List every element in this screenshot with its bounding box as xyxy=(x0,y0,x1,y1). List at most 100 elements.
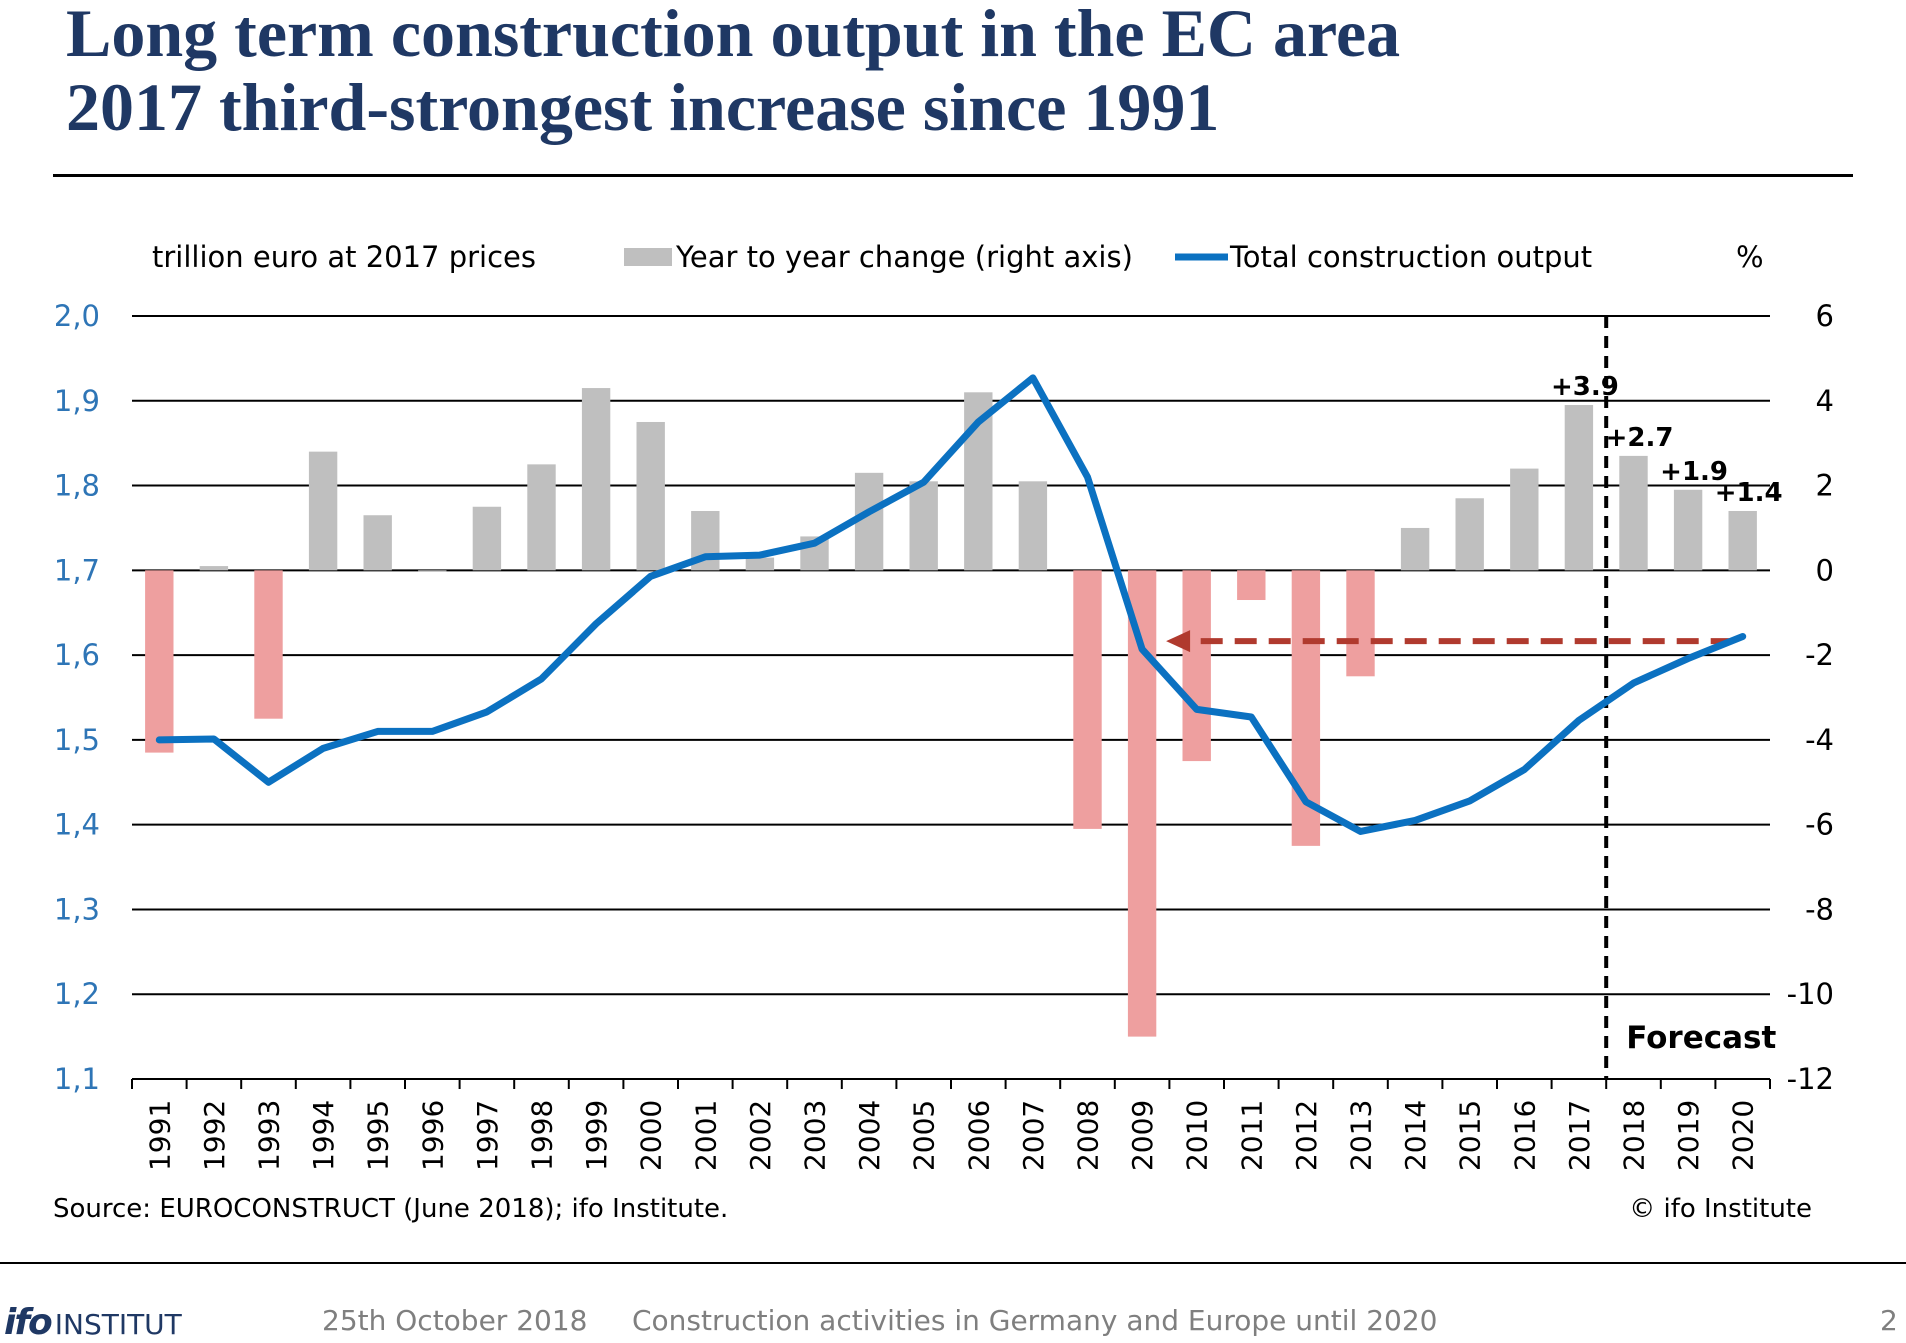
recovery-arrow-head xyxy=(1166,630,1191,653)
right-axis-tick-label: 2 xyxy=(1816,469,1834,503)
bar-2013 xyxy=(1346,570,1375,677)
x-tick-label-1999: 1999 xyxy=(580,1100,613,1171)
footer-topic: Construction activities in Germany and E… xyxy=(632,1304,1438,1337)
bar-1997 xyxy=(472,506,502,571)
left-axis-tick-label: 2,0 xyxy=(54,299,100,333)
left-axis-tick-label: 1,3 xyxy=(54,892,100,926)
x-tick-label-2010: 2010 xyxy=(1181,1100,1214,1171)
x-tick-label-2000: 2000 xyxy=(635,1100,668,1171)
footer-date: 25th October 2018 xyxy=(322,1304,588,1337)
left-axis-tick-label: 1,8 xyxy=(54,469,100,503)
x-tick-label-1992: 1992 xyxy=(198,1100,231,1171)
x-tick-label-2016: 2016 xyxy=(1508,1100,1541,1171)
bar-2002 xyxy=(745,557,775,571)
bar-2020 xyxy=(1728,510,1757,571)
x-tick-label-1998: 1998 xyxy=(526,1100,559,1171)
x-tick-label-2007: 2007 xyxy=(1017,1100,1050,1171)
bar-2015 xyxy=(1455,498,1484,571)
x-tick-label-1997: 1997 xyxy=(471,1100,504,1171)
x-tick-label-2012: 2012 xyxy=(1290,1100,1323,1171)
bar-1992 xyxy=(199,566,229,571)
right-axis-tick-label: 4 xyxy=(1816,384,1834,418)
x-tick-label-2002: 2002 xyxy=(744,1100,777,1171)
left-axis-tick-label: 1,4 xyxy=(54,808,100,842)
bar-2011 xyxy=(1237,570,1266,601)
bar-value-label-2019: +1.9 xyxy=(1660,457,1728,487)
x-tick-label-2005: 2005 xyxy=(908,1100,941,1171)
bar-1991 xyxy=(145,570,174,753)
bar-1998 xyxy=(527,464,556,571)
logo-ifo-text: ifo xyxy=(4,1302,53,1343)
bar-value-label-2020: +1.4 xyxy=(1715,478,1783,508)
bar-1993 xyxy=(254,570,283,719)
forecast-label: Forecast xyxy=(1626,1020,1776,1056)
left-axis-tick-label: 1,2 xyxy=(54,977,100,1011)
bar-value-label-2017: +3.9 xyxy=(1551,372,1619,402)
bar-2007 xyxy=(1018,481,1048,571)
bar-1996 xyxy=(418,570,447,572)
bar-2016 xyxy=(1510,468,1539,571)
axes: 1,1 1,2 1,3 1,4 1,5 1,6 1,7 1,8 1,9 2,0 -12 -10 -8 -6… xyxy=(54,299,1834,1171)
left-axis-tick-label: 1,6 xyxy=(54,638,100,672)
bar-2018 xyxy=(1619,455,1648,571)
x-tick-label-1995: 1995 xyxy=(362,1100,395,1171)
x-tick-label-2004: 2004 xyxy=(853,1100,886,1171)
x-tick-label-2008: 2008 xyxy=(1072,1100,1105,1171)
construction-output-chart: 1,1 1,2 1,3 1,4 1,5 1,6 1,7 1,8 1,9 2,0 -12 -10 -8 -6… xyxy=(53,240,1834,1224)
left-axis-tick-label: 1,9 xyxy=(54,384,100,418)
right-axis-tick-label: -12 xyxy=(1787,1062,1834,1096)
x-tick-label-2009: 2009 xyxy=(1126,1100,1159,1171)
right-axis-tick-label: -10 xyxy=(1787,977,1834,1011)
x-tick-label-1991: 1991 xyxy=(143,1100,176,1171)
bar-value-label-2018: +2.7 xyxy=(1606,423,1674,453)
bar-2019 xyxy=(1673,489,1703,571)
right-axis-tick-label: -8 xyxy=(1805,892,1834,926)
x-tick-label-1993: 1993 xyxy=(253,1100,286,1171)
bar-2005 xyxy=(909,481,938,571)
bar-2008 xyxy=(1073,570,1102,829)
left-axis-tick-label: 1,7 xyxy=(54,553,100,587)
gridlines xyxy=(132,315,1770,996)
legend-bar-swatch xyxy=(624,248,672,266)
left-axis-tick-label: 1,1 xyxy=(54,1062,100,1096)
x-tick-label-1994: 1994 xyxy=(307,1100,340,1171)
x-tick-label-2017: 2017 xyxy=(1563,1100,1596,1171)
x-tick-label-2020: 2020 xyxy=(1727,1100,1760,1171)
x-tick-label-2015: 2015 xyxy=(1454,1100,1487,1171)
source-note: Source: EUROCONSTRUCT (June 2018); ifo I… xyxy=(53,1194,728,1224)
total-output-line xyxy=(155,374,1747,835)
legend-bar-label: Year to year change (right axis) xyxy=(675,240,1133,274)
left-axis-unit: trillion euro at 2017 prices xyxy=(152,240,536,274)
right-axis-tick-label: -2 xyxy=(1805,638,1834,672)
bar-2004 xyxy=(854,472,884,571)
bar-1995 xyxy=(363,515,392,571)
bar-2017 xyxy=(1564,405,1594,571)
bar-2000 xyxy=(636,421,665,571)
right-axis-unit: % xyxy=(1736,240,1764,274)
logo-institut-text: INSTITUT xyxy=(54,1308,182,1341)
right-axis-tick-label: -6 xyxy=(1805,808,1834,842)
x-tick-label-2003: 2003 xyxy=(799,1100,832,1171)
bar-2014 xyxy=(1400,527,1430,571)
title-divider xyxy=(53,174,1853,177)
bar-series xyxy=(145,388,1757,1037)
x-tick-label-1996: 1996 xyxy=(416,1100,449,1171)
x-tick-label-2011: 2011 xyxy=(1235,1100,1268,1171)
right-axis-tick-label: 0 xyxy=(1816,553,1834,587)
copyright-note: © ifo Institute xyxy=(1629,1194,1812,1224)
ifo-logo: ifo INSTITUT xyxy=(4,1302,182,1343)
left-axis-tick-label: 1,5 xyxy=(54,723,100,757)
right-axis-tick-label: -4 xyxy=(1805,723,1834,757)
labels: trillion euro at 2017 prices Year to yea… xyxy=(53,240,1812,1224)
line-series xyxy=(155,374,1747,835)
x-tick-label-2001: 2001 xyxy=(689,1100,722,1171)
right-axis-tick-label: 6 xyxy=(1816,299,1834,333)
x-tick-label-2018: 2018 xyxy=(1618,1100,1651,1171)
slide-subtitle: 2017 third-strongest increase since 1991 xyxy=(66,69,1220,145)
page-number: 2 xyxy=(1880,1304,1898,1337)
footer-divider xyxy=(0,1262,1906,1264)
legend-line-label: Total construction output xyxy=(1229,240,1592,274)
x-tick-label-2019: 2019 xyxy=(1672,1100,1705,1171)
x-tick-label-2006: 2006 xyxy=(962,1100,995,1171)
slide-title: Long term construction output in the EC … xyxy=(66,0,1401,71)
